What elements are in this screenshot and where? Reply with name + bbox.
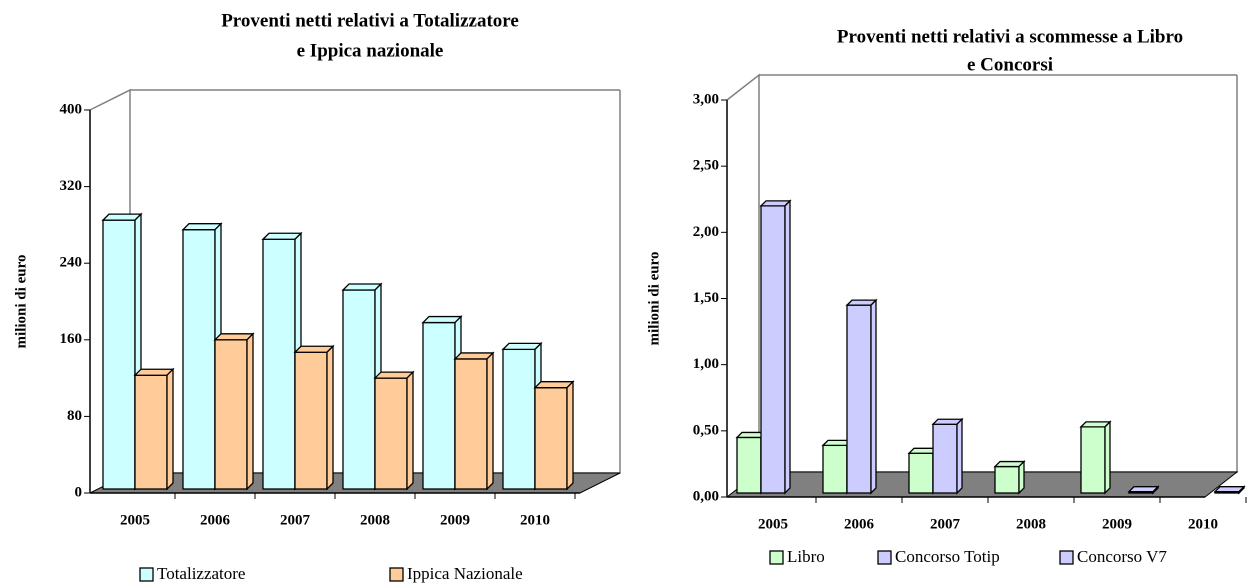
bar-side [870, 298, 877, 495]
bar-front [342, 289, 376, 490]
bar-side [1152, 485, 1159, 495]
legend-swatch [1059, 550, 1074, 565]
bar-side [166, 367, 174, 491]
bar-front [422, 321, 456, 490]
y-tick-label: 2,50 [693, 158, 719, 174]
bar-side [246, 332, 254, 491]
bar-front [262, 238, 296, 490]
bar-front [102, 219, 136, 490]
x-tick-label: 2007 [280, 512, 311, 528]
chart-title: e Ippica nazionale [297, 40, 444, 61]
x-tick-label: 2007 [930, 516, 961, 532]
y-axis-label: milioni di euro [13, 255, 29, 349]
bar-side [566, 380, 574, 491]
legend-label: Concorso Totip [895, 547, 1000, 566]
x-tick-label: 2009 [440, 512, 470, 528]
chart-title: e Concorsi [967, 54, 1053, 75]
bar-side [326, 344, 334, 491]
x-tick-label: 2010 [520, 512, 550, 528]
legend-swatch [389, 567, 404, 582]
bar-front [908, 452, 934, 494]
bar-front [134, 374, 168, 490]
floor [725, 471, 1239, 498]
bar-front [534, 387, 568, 490]
x-tick-label: 2005 [120, 512, 150, 528]
chart-title: Proventi netti relativi a Totalizzatore [221, 10, 519, 31]
y-tick-label: 320 [60, 178, 83, 194]
x-tick-label: 2009 [1102, 516, 1132, 532]
x-tick-label: 2005 [758, 516, 788, 532]
y-tick-label: 1,50 [693, 290, 719, 306]
y-tick-label: 0 [75, 484, 83, 500]
y-tick-label: 0,50 [693, 422, 719, 438]
bar-side [956, 417, 963, 495]
back-wall [726, 73, 1238, 473]
y-tick-label: 160 [60, 331, 83, 347]
legend-swatch [877, 550, 892, 565]
x-tick-label: 2006 [200, 512, 231, 528]
y-tick-label: 2,00 [693, 224, 719, 240]
legend-swatch [769, 550, 784, 565]
y-tick-label: 240 [60, 255, 83, 271]
legend-label: Totalizzatore [157, 564, 245, 583]
legend-label: Ippica Nazionale [407, 564, 523, 583]
y-tick-label: 80 [67, 408, 82, 424]
x-tick-label: 2006 [844, 516, 875, 532]
bar-side [1018, 459, 1025, 495]
bar-side [784, 199, 791, 495]
bar-front [214, 339, 248, 490]
bar-side [406, 370, 414, 491]
chart-title: Proventi netti relativi a scommesse a Li… [837, 26, 1183, 47]
bar-front [182, 229, 216, 490]
bar-side [486, 351, 494, 491]
x-tick-label: 2008 [360, 512, 390, 528]
bar-front [822, 444, 848, 494]
bar-side [1104, 420, 1111, 495]
y-tick-label: 400 [60, 101, 83, 117]
bar-front [932, 423, 958, 494]
bar-front [1080, 426, 1106, 494]
y-tick-label: 0,00 [693, 488, 719, 504]
y-tick-label: 1,00 [693, 356, 719, 372]
bar-front [374, 377, 408, 490]
bar-front [454, 358, 488, 490]
legend-label: Libro [787, 547, 825, 566]
legend-label: Concorso V7 [1077, 547, 1167, 566]
legend-swatch [139, 567, 154, 582]
x-tick-label: 2008 [1016, 516, 1046, 532]
bar-front [294, 351, 328, 490]
bar-front [502, 348, 536, 490]
bar-front [736, 436, 762, 494]
bar-front [994, 465, 1020, 494]
x-tick-label: 2010 [1188, 516, 1218, 532]
bar-front [846, 304, 872, 494]
bar-front [760, 205, 786, 494]
y-axis-label: milioni di euro [646, 252, 662, 346]
bar-side [1238, 485, 1245, 495]
y-tick-label: 3,00 [693, 91, 719, 107]
